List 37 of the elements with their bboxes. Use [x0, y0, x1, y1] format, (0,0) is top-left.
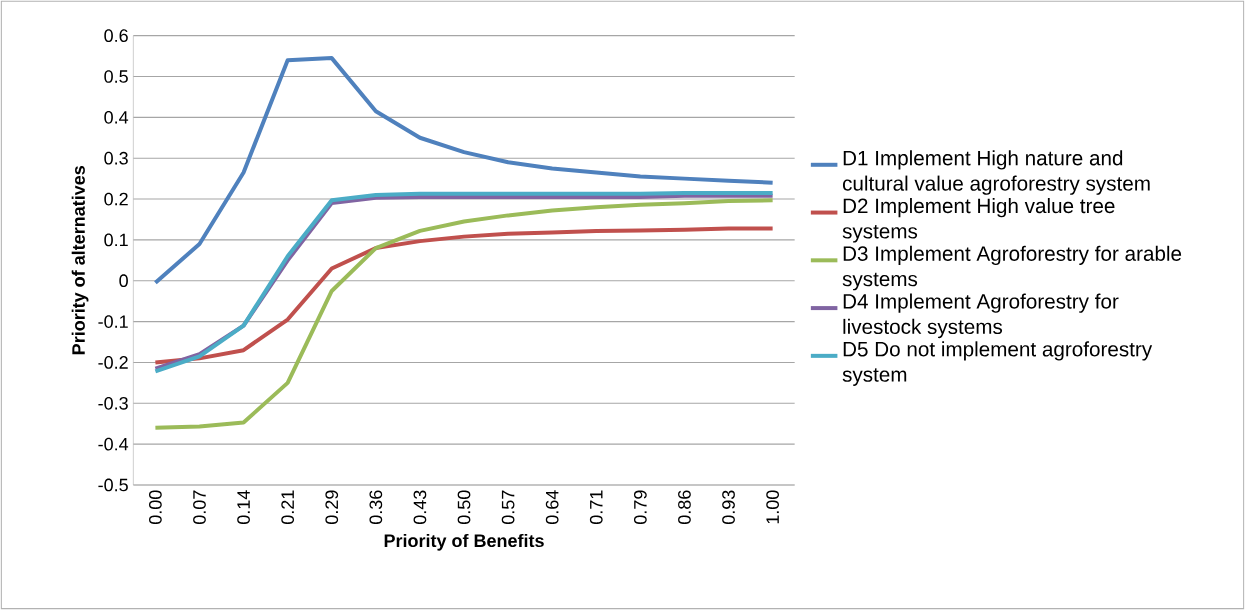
x-tick-label: 0.29 — [325, 490, 339, 525]
line-series — [153, 56, 775, 285]
y-tick-label: 0 — [119, 274, 128, 288]
x-tick-label: 0.57 — [501, 490, 515, 525]
y-tick-label: 0.6 — [104, 29, 128, 43]
legend-label: D4 Implement Agroforestry for livestock systems — [843, 293, 1119, 339]
line-series — [153, 226, 775, 365]
x-tick-label: 0.43 — [413, 490, 427, 525]
y-tick-label: 0.3 — [104, 151, 128, 165]
x-tick-label: 1.00 — [766, 490, 779, 524]
y-tick-label: 0.2 — [104, 192, 128, 206]
x-tick-label: 0.14 — [237, 490, 250, 525]
line-series — [153, 198, 775, 430]
x-tick-label: 0.00 — [149, 490, 162, 525]
legend-label: D1 Implement High nature and cultural value agroforestry system — [842, 150, 1150, 195]
legend-label: D3 Implement Agroforestry for arable systems — [842, 245, 1182, 291]
x-tick-label: 0.79 — [633, 490, 647, 525]
x-tick-label: 0.71 — [589, 490, 603, 525]
x-tick-label: 0.07 — [193, 490, 206, 525]
x-tick-label: 0.50 — [457, 490, 471, 525]
y-tick-label: 0.1 — [104, 233, 128, 247]
y-tick-label: 0.5 — [104, 70, 128, 83]
x-tick-label: 0.86 — [678, 490, 691, 525]
legend-label: D5 Do not implement agroforestry system — [842, 341, 1153, 386]
y-axis-title: Priority of alternatives — [71, 166, 89, 355]
y-tick-label: -0.1 — [98, 315, 128, 328]
x-tick-label: 0.36 — [369, 490, 383, 525]
legend-label: D2 Implement High value tree systems — [842, 198, 1115, 243]
y-tick-label: -0.3 — [98, 396, 128, 410]
y-tick-label: -0.2 — [98, 356, 128, 369]
x-axis-title: Priority of Benefits — [384, 533, 544, 551]
y-tick-label: 0.4 — [104, 110, 129, 124]
y-tick-label: -0.4 — [98, 437, 129, 451]
x-tick-label: 0.93 — [722, 490, 735, 525]
x-tick-label: 0.21 — [281, 490, 295, 525]
y-tick-label: -0.5 — [98, 478, 128, 492]
x-tick-label: 0.64 — [545, 490, 559, 525]
